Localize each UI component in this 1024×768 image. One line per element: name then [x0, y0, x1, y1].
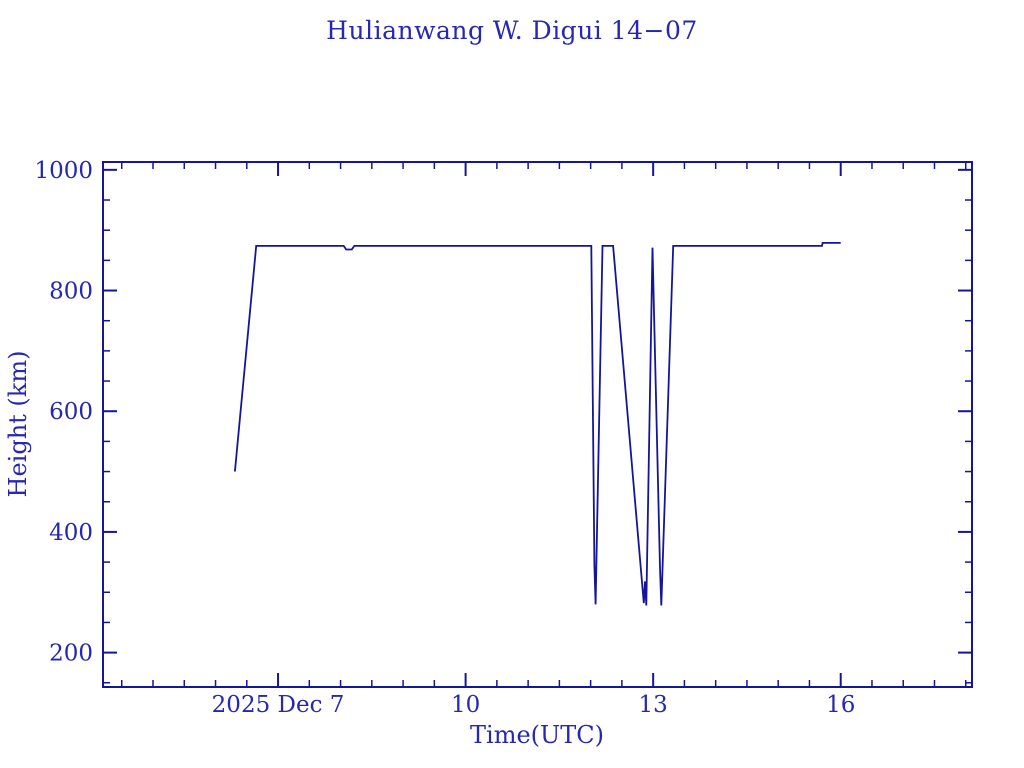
y-tick-label: 200	[49, 641, 93, 667]
plot-generated-group: 2025 Dec 7 10 13 16 200 400 600 800 1000	[34, 158, 973, 718]
plot-frame	[102, 161, 973, 688]
y-axis-label: Height (km)	[4, 351, 32, 498]
x-axis-label: Time(UTC)	[470, 721, 604, 749]
x-tick-label: 10	[451, 692, 480, 718]
x-tick-label: 13	[639, 692, 668, 718]
y-tick-label: 400	[49, 520, 93, 546]
x-tick-label: 2025 Dec 7	[212, 692, 345, 718]
chart-title: Hulianwang W. Digui 14−07	[326, 16, 698, 45]
data-line-height	[234, 241, 841, 606]
y-tick-label: 600	[49, 399, 93, 425]
y-tick-label: 1000	[34, 158, 93, 184]
y-tick-label: 800	[49, 279, 93, 305]
x-tick-label: 16	[826, 692, 855, 718]
